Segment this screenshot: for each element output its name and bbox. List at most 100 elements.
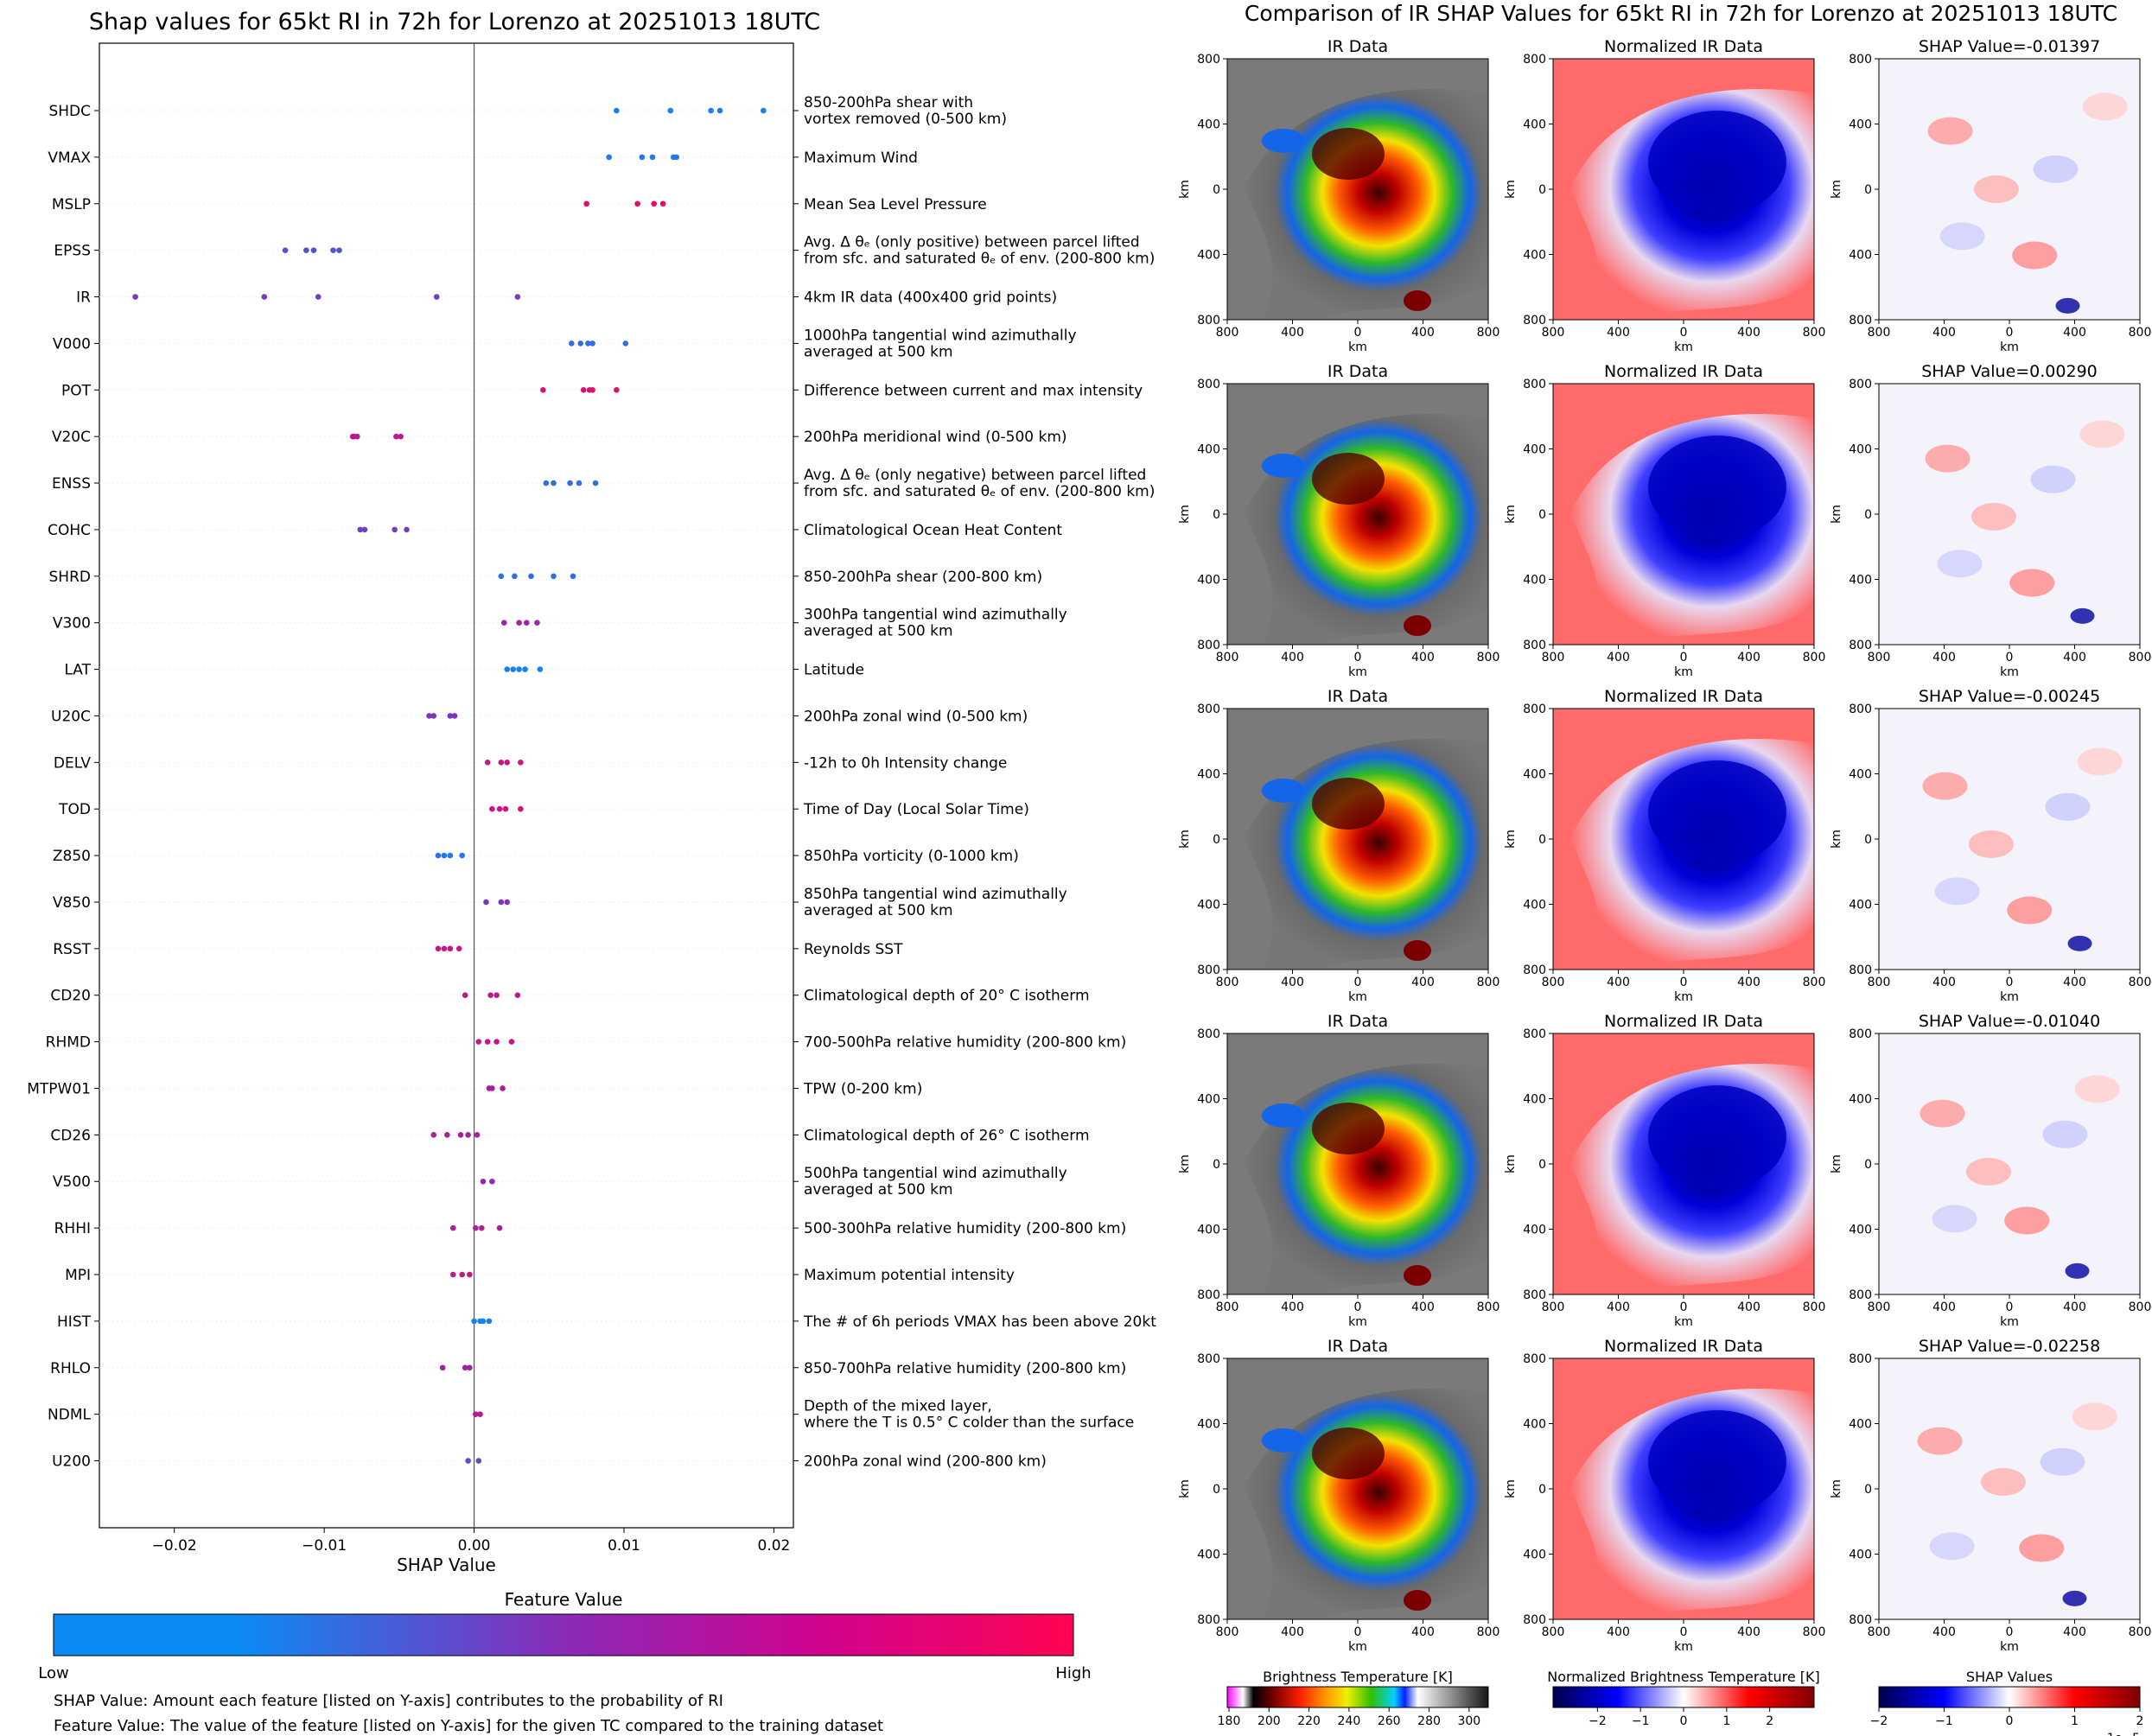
panel-y-tick-label: 400 [1849,1548,1872,1562]
panel-y-tick-label: 400 [1849,118,1872,132]
feature-label: RHLO [50,1360,91,1377]
panel-x-tick-label: 800 [2129,326,2152,340]
panel-y-tick-label: 400 [1197,118,1220,132]
feature-description: TPW (0-200 km) [803,1080,922,1097]
feature-description: averaged at 500 km [804,1181,953,1199]
shap-point [493,1039,500,1045]
panel-x-axis-label: km [1674,1640,1693,1654]
norm-panel-title: Normalized IR Data [1604,1012,1763,1031]
shap-point [543,480,550,486]
panel-y-tick-label: 800 [1523,53,1546,67]
shap-region [2012,241,2058,270]
feature-label: LAT [64,662,91,679]
shap-point [475,1039,482,1045]
panel-x-axis-label: km [2000,665,2019,679]
shap-point [487,992,493,999]
feature-label: V000 [53,335,91,353]
panel-y-tick-label: 0 [1864,833,1872,847]
shap-point [447,945,454,952]
feature-description: 500hPa tangential wind azimuthally [804,1165,1067,1182]
shap-point [522,666,528,672]
panel-x-tick-label: 800 [1216,976,1239,989]
outer-band [1262,1103,1305,1128]
x-tick-label: −0.02 [152,1537,197,1555]
panel-x-tick-label: 400 [1737,976,1760,989]
norm-core [1648,111,1786,214]
shap-point [441,852,448,859]
panel-y-axis-label: km [1830,1154,1843,1173]
panel-x-tick-label: 400 [1607,1625,1630,1639]
panel-x-tick-label: 400 [1281,976,1304,989]
shap-point [430,713,437,719]
panel-y-tick-label: 800 [1523,1027,1546,1041]
panel-x-tick-label: 800 [1803,1625,1826,1639]
panel-y-tick-label: 400 [1197,249,1220,263]
shap-point [471,1318,477,1325]
feature-description: Avg. Δ θₑ (only positive) between parcel… [804,234,1140,251]
shap-point [473,1224,479,1231]
feature-description: Mean Sea Level Pressure [804,196,987,213]
shap-point [528,573,534,580]
shap-region [1965,1158,2011,1186]
panel-x-axis-label: km [2000,990,2019,1004]
shap-point [512,573,518,580]
shap-point [330,247,336,253]
panel-x-tick-label: 800 [1216,1625,1239,1639]
shap-region [1939,222,1985,251]
panel-y-tick-label: 0 [1864,1158,1872,1172]
shap-point [478,1224,485,1231]
panel-y-tick-label: 800 [1523,314,1546,327]
feature-label: SHDC [48,103,91,120]
feature-label: V500 [53,1173,91,1191]
feature-label: EPSS [54,243,91,260]
shap-point [493,992,500,999]
colorbar-high-label: High [1055,1664,1091,1682]
feature-description: Climatological depth of 26° C isotherm [804,1127,1090,1144]
right-figure-title: Comparison of IR SHAP Values for 65kt RI… [1245,1,2117,26]
shap-point [489,1178,495,1185]
feature-description: Climatological Ocean Heat Content [804,522,1062,539]
panel-y-axis-label: km [1178,180,1192,199]
convective-core [1312,128,1385,180]
panel-x-tick-label: 400 [1607,326,1630,340]
panel-x-tick-label: 800 [1216,651,1239,665]
panel-x-axis-label: km [1348,1315,1367,1329]
shap-point [576,480,583,486]
panel-x-tick-label: 800 [1477,1300,1500,1314]
panel-y-tick-label: 400 [1197,1093,1220,1107]
feature-description: 200hPa zonal wind (200-800 km) [804,1453,1047,1471]
panel-x-tick-label: 800 [1803,326,1826,340]
shap-point [516,666,522,672]
feature-label: MPI [65,1267,91,1284]
shap-point [496,805,503,812]
outer-band [1262,779,1305,803]
shap-point [480,1178,487,1185]
panel-y-tick-label: 0 [1538,1158,1546,1172]
panel-y-tick-label: 800 [1197,53,1220,67]
panel-x-tick-label: 800 [1868,976,1891,989]
shap-region [1937,550,1983,578]
shap-point [459,852,466,859]
panel-x-tick-label: 0 [1680,326,1688,340]
shap-point [761,107,767,114]
shap-panel-title: SHAP Value=-0.01397 [1919,37,2100,56]
panel-y-tick-label: 800 [1849,703,1872,716]
convective-cell [1404,940,1431,961]
shap-point [708,107,714,114]
panel-y-tick-label: 800 [1849,314,1872,327]
shap-region [2067,935,2092,951]
panel-x-tick-label: 800 [1868,651,1891,665]
panel-y-tick-label: 0 [1538,1483,1546,1497]
feature-label: POT [61,382,92,399]
convective-cell [1404,290,1431,311]
panel-x-tick-label: 800 [1803,976,1826,989]
feature-description: 200hPa meridional wind (0-500 km) [804,429,1067,446]
shap-point [649,154,656,161]
norm-core [1648,436,1786,539]
cloud-field [1245,88,1488,321]
panel-y-tick-label: 800 [1849,53,1872,67]
shap-point [551,573,557,580]
